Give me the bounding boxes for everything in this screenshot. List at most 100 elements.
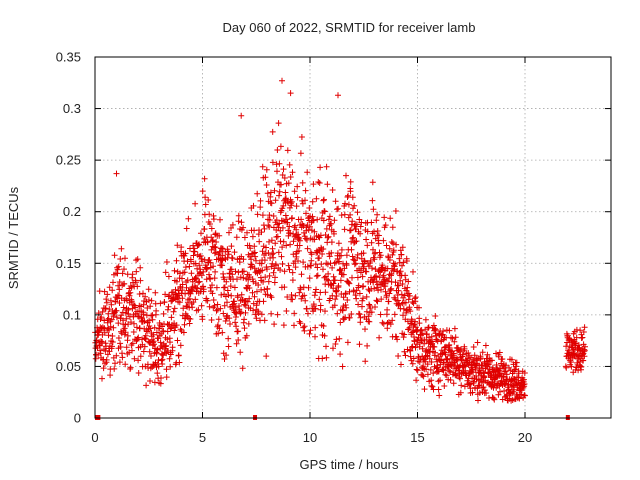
data-point [301, 323, 308, 330]
data-point [427, 366, 434, 373]
data-point [451, 338, 458, 345]
data-point [158, 375, 164, 381]
data-point [382, 222, 389, 229]
data-point [128, 284, 135, 291]
data-point [298, 216, 305, 223]
data-point [280, 166, 287, 173]
data-point [147, 303, 154, 310]
data-point [497, 370, 504, 377]
data-point [133, 324, 140, 331]
grid [95, 57, 611, 418]
data-point [281, 284, 288, 291]
data-point [264, 291, 271, 298]
data-point [153, 307, 160, 314]
data-point [323, 225, 330, 232]
data-point [131, 320, 137, 327]
data-point [564, 332, 571, 339]
data-point [207, 221, 213, 227]
data-point [284, 294, 291, 300]
data-point [109, 287, 116, 294]
data-point [296, 237, 303, 244]
data-point [359, 303, 365, 310]
y-tick-label: 0.3 [63, 101, 81, 116]
data-point [377, 252, 384, 259]
data-point [341, 265, 348, 272]
data-point [185, 215, 192, 222]
x-tick-label: 5 [199, 430, 206, 445]
data-point [177, 342, 184, 349]
data-point [116, 286, 123, 293]
data-point [392, 208, 399, 214]
data-point [163, 366, 170, 373]
data-point [344, 194, 351, 200]
data-point [484, 351, 491, 358]
data-point [179, 275, 185, 282]
data-point [474, 339, 481, 346]
data-point [395, 287, 402, 294]
data-point [221, 356, 228, 362]
data-point [380, 237, 387, 244]
data-point [374, 211, 381, 218]
data-point [289, 169, 296, 176]
data-point [201, 226, 208, 232]
data-point [141, 343, 148, 350]
data-point [516, 395, 523, 402]
data-point [208, 317, 215, 323]
data-point [180, 305, 187, 312]
data-point [579, 334, 586, 341]
data-point [125, 306, 132, 313]
data-point [292, 292, 299, 299]
data-point [262, 174, 269, 181]
data-point [254, 288, 260, 295]
data-point [427, 349, 433, 356]
data-point [182, 250, 189, 257]
data-point [274, 168, 280, 175]
data-point [200, 268, 207, 275]
data-point [268, 237, 275, 244]
data-point [137, 353, 144, 360]
data-point [581, 346, 588, 353]
data-point [359, 297, 366, 304]
data-point [304, 245, 311, 252]
data-point [342, 302, 349, 308]
data-point [420, 373, 427, 380]
data-point [251, 243, 258, 250]
data-point [215, 322, 221, 329]
data-point [179, 281, 186, 288]
data-point [274, 311, 281, 318]
data-point [232, 304, 239, 311]
data-point [432, 349, 439, 356]
data-point [391, 294, 398, 301]
data-point [389, 317, 396, 324]
data-point [346, 280, 353, 287]
data-point [311, 292, 318, 299]
data-point [402, 299, 409, 306]
data-point [312, 261, 319, 268]
data-point [303, 210, 309, 217]
data-point [167, 339, 173, 346]
data-point [165, 303, 172, 310]
data-point [363, 293, 370, 300]
data-point [446, 367, 452, 374]
data-point [341, 226, 348, 233]
data-point [435, 386, 442, 393]
data-point [430, 370, 437, 377]
data-point [452, 334, 459, 341]
data-point [428, 359, 435, 365]
data-point [300, 222, 307, 229]
x-tick-label: 0 [91, 430, 98, 445]
data-point [581, 324, 588, 331]
data-point [324, 234, 331, 241]
y-tick-label: 0.05 [56, 359, 81, 374]
data-point [314, 216, 321, 223]
data-point [252, 311, 259, 318]
data-point [388, 239, 395, 245]
data-point [513, 363, 520, 370]
data-point [218, 245, 225, 252]
data-point [406, 324, 413, 331]
data-point [375, 240, 382, 247]
data-point [281, 268, 288, 275]
data-point [401, 331, 408, 338]
data-point [316, 255, 323, 261]
